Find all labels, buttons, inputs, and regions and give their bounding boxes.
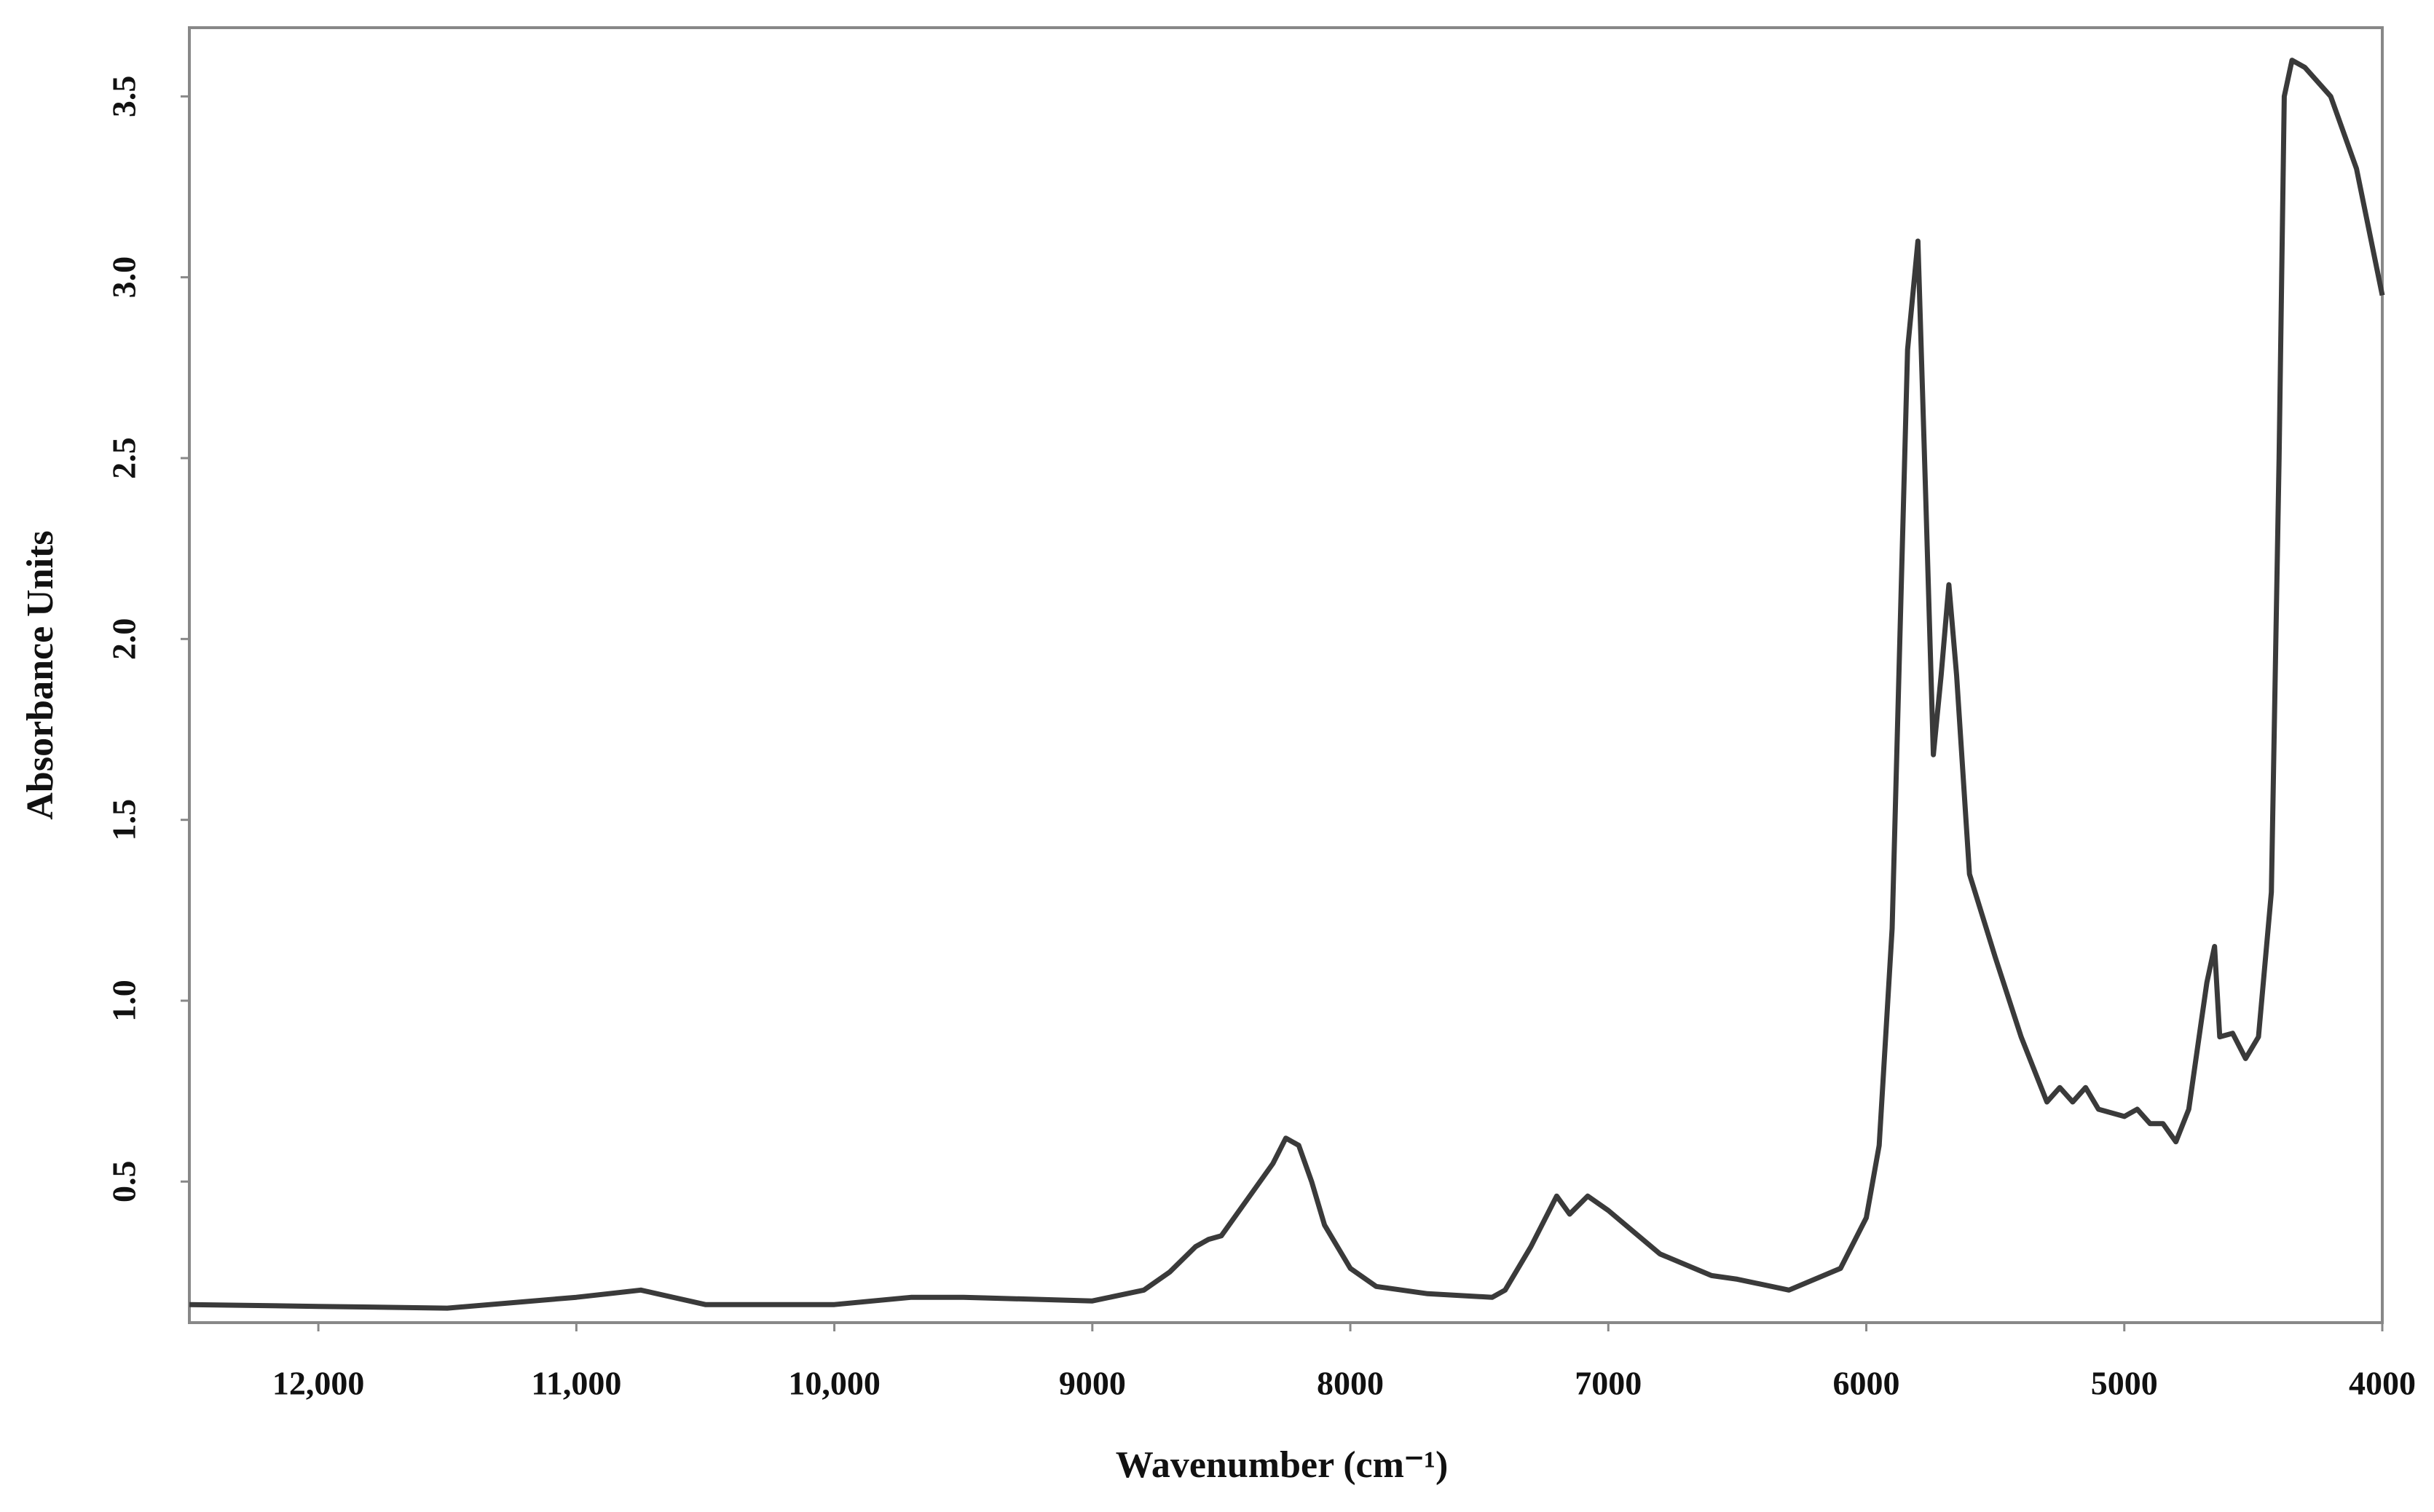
y-tick-label: 1.0: [106, 980, 143, 1022]
x-tick-label: 6000: [1833, 1365, 1900, 1402]
x-tick-label: 5000: [2091, 1365, 2158, 1402]
x-tick-label: 9000: [1059, 1365, 1126, 1402]
y-tick-label: 1.5: [106, 799, 143, 841]
x-tick-label: 4000: [2349, 1365, 2416, 1402]
y-tick-label: 2.5: [106, 437, 143, 479]
x-tick-label: 11,000: [531, 1365, 621, 1402]
y-axis-title: Absorbance Units: [20, 530, 61, 819]
y-tick-label: 3.5: [106, 76, 143, 118]
y-tick-label: 2.0: [106, 618, 143, 661]
y-tick-label: 3.0: [106, 256, 143, 299]
x-tick-label: 10,000: [788, 1365, 881, 1402]
x-tick-label: 8000: [1317, 1365, 1384, 1402]
x-tick-label: 7000: [1575, 1365, 1642, 1402]
plot-frame: [188, 26, 2384, 1324]
spectrum-line: [189, 58, 2385, 1311]
x-tick-label: 12,000: [272, 1365, 365, 1402]
y-tick-label: 0.5: [106, 1161, 143, 1203]
x-axis-title: Wavenumber (cm⁻¹): [1116, 1444, 1449, 1486]
